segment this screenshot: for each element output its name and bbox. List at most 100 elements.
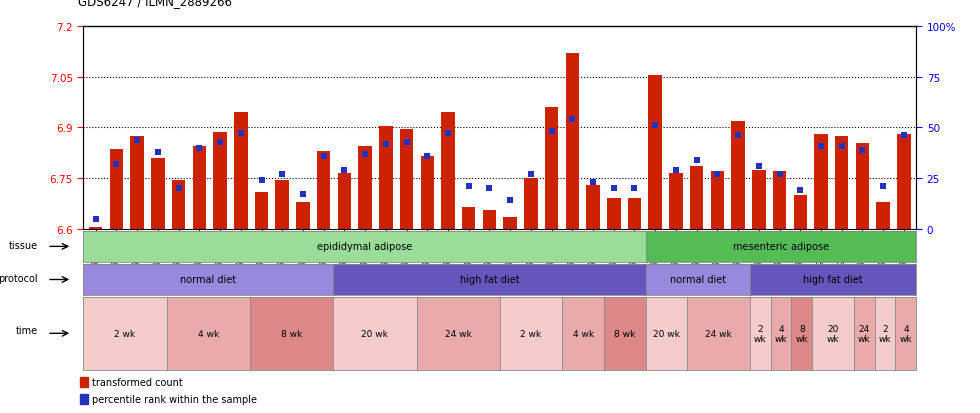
Text: 4
wk: 4 wk	[774, 324, 787, 343]
Point	[710, 171, 725, 178]
Point	[378, 141, 394, 147]
Point	[564, 116, 580, 123]
Bar	[255, 192, 269, 229]
Bar	[234, 113, 248, 229]
Point	[585, 179, 601, 186]
Bar	[317, 152, 330, 229]
Bar	[649, 76, 662, 229]
Text: 8
wk: 8 wk	[796, 324, 808, 343]
Text: 4 wk: 4 wk	[198, 329, 219, 338]
Text: mesenteric adipose: mesenteric adipose	[733, 242, 829, 252]
Text: 20 wk: 20 wk	[362, 329, 388, 338]
Bar	[462, 207, 475, 229]
Point	[109, 161, 124, 168]
Point	[233, 131, 249, 138]
Point	[191, 145, 207, 152]
Text: normal diet: normal diet	[669, 275, 726, 285]
Point	[399, 139, 415, 145]
Bar	[441, 113, 455, 229]
Bar	[897, 135, 910, 229]
Bar	[130, 136, 144, 229]
Bar	[856, 143, 869, 229]
Point	[336, 167, 352, 174]
Bar	[420, 157, 434, 229]
Text: 24 wk: 24 wk	[705, 329, 732, 338]
Bar	[794, 195, 807, 229]
Bar	[710, 172, 724, 229]
Point	[88, 216, 104, 222]
Bar	[193, 147, 206, 229]
Bar	[586, 185, 600, 229]
Text: 20 wk: 20 wk	[653, 329, 680, 338]
Bar	[752, 170, 765, 229]
Point	[150, 149, 166, 156]
Point	[813, 143, 829, 150]
Bar	[731, 121, 745, 229]
Text: epididymal adipose: epididymal adipose	[317, 242, 412, 252]
Point	[503, 197, 518, 204]
Point	[171, 185, 186, 192]
Bar	[80, 394, 87, 404]
Text: 2 wk: 2 wk	[520, 329, 542, 338]
Text: 2
wk: 2 wk	[879, 324, 892, 343]
Point	[461, 183, 476, 190]
Bar	[172, 180, 185, 229]
Bar	[545, 108, 559, 229]
Point	[254, 177, 270, 184]
Bar	[773, 172, 786, 229]
Text: normal diet: normal diet	[180, 275, 236, 285]
Bar	[110, 150, 123, 229]
Point	[544, 129, 560, 135]
Point	[358, 151, 373, 158]
Point	[875, 183, 891, 190]
Text: 8 wk: 8 wk	[614, 329, 635, 338]
Point	[274, 171, 290, 178]
Text: time: time	[16, 325, 37, 335]
Bar	[338, 173, 351, 229]
Point	[626, 185, 642, 192]
Point	[668, 167, 684, 174]
Bar	[275, 180, 289, 229]
Point	[648, 123, 663, 129]
Point	[855, 147, 870, 154]
Bar	[214, 133, 226, 229]
Text: tissue: tissue	[9, 240, 37, 250]
Point	[606, 185, 621, 192]
Point	[793, 188, 808, 194]
Point	[419, 153, 435, 160]
Text: 2
wk: 2 wk	[754, 324, 766, 343]
Bar	[814, 135, 828, 229]
Bar	[876, 202, 890, 229]
Point	[481, 185, 497, 192]
Text: high fat diet: high fat diet	[460, 275, 519, 285]
Point	[689, 157, 705, 164]
Bar	[400, 130, 414, 229]
Text: GDS6247 / ILMN_2889266: GDS6247 / ILMN_2889266	[78, 0, 232, 8]
Bar	[690, 167, 704, 229]
Point	[295, 192, 311, 198]
Bar	[607, 199, 620, 229]
Point	[129, 137, 145, 143]
Bar	[504, 217, 516, 229]
Point	[523, 171, 539, 178]
Text: 8 wk: 8 wk	[281, 329, 302, 338]
Bar	[80, 377, 87, 387]
Text: 4 wk: 4 wk	[572, 329, 594, 338]
Bar	[359, 147, 371, 229]
Bar	[483, 211, 496, 229]
Text: protocol: protocol	[0, 273, 37, 283]
Bar	[628, 199, 641, 229]
Point	[316, 153, 331, 160]
Point	[834, 143, 850, 150]
Point	[730, 133, 746, 140]
Text: 2 wk: 2 wk	[115, 329, 135, 338]
Point	[213, 139, 228, 145]
Text: transformed count: transformed count	[92, 377, 183, 387]
Text: 24
wk: 24 wk	[858, 324, 870, 343]
Text: percentile rank within the sample: percentile rank within the sample	[92, 394, 257, 404]
Bar	[296, 202, 310, 229]
Point	[896, 133, 911, 140]
Text: 4
wk: 4 wk	[900, 324, 912, 343]
Text: 24 wk: 24 wk	[445, 329, 471, 338]
Bar	[835, 136, 849, 229]
